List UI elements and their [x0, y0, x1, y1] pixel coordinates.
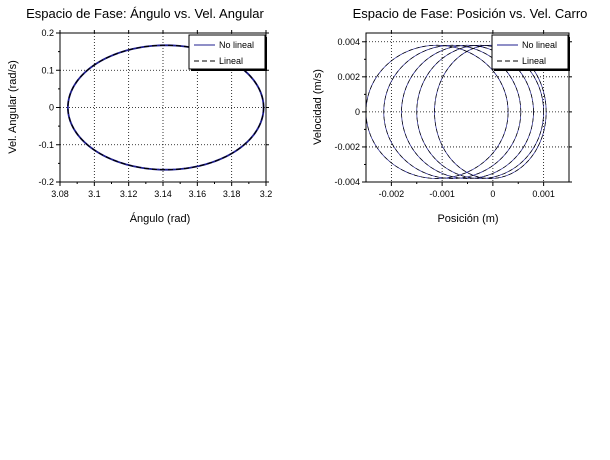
x-tick-label: 3.1	[88, 189, 101, 199]
chart-title: Espacio de Fase: Posición vs. Vel. Carro	[353, 6, 588, 21]
y-axis-label: Vel. Angular (rad/s)	[7, 60, 19, 154]
y-axis-label: Velocidad (m/s)	[312, 69, 324, 145]
y-tick-label: 0.1	[41, 65, 54, 75]
x-tick-label: 0.001	[532, 189, 555, 199]
chart-title: Espacio de Fase: Ángulo vs. Vel. Angular	[26, 6, 264, 21]
x-tick-label: -0.001	[429, 189, 455, 199]
chart-angle-vs-angular-velocity: Espacio de Fase: Ángulo vs. Vel. Angular…	[7, 6, 272, 225]
x-tick-label: 3.14	[154, 189, 172, 199]
y-tick-label: -0.1	[38, 140, 54, 150]
y-tick-label: 0.2	[41, 28, 54, 38]
legend-label: Lineal	[219, 56, 243, 66]
x-axis-label: Posición (m)	[437, 213, 498, 225]
y-tick-label: -0.002	[334, 142, 360, 152]
series-line-lineal	[366, 44, 547, 179]
x-tick-label: 3.18	[223, 189, 241, 199]
y-tick-label: 0.002	[337, 72, 360, 82]
x-tick-label: 3.16	[189, 189, 207, 199]
legend-label: Lineal	[522, 56, 546, 66]
y-tick-label: 0.004	[337, 37, 360, 47]
x-tick-label: 3.08	[51, 189, 69, 199]
plot-frame	[365, 32, 570, 183]
plot-curves	[366, 44, 547, 179]
x-tick-label: 3.12	[120, 189, 138, 199]
x-tick-label: -0.002	[379, 189, 405, 199]
y-tick-label: 0	[49, 103, 54, 113]
plot-frame	[59, 32, 267, 183]
legend-box	[491, 34, 569, 70]
y-tick-label: 0	[355, 107, 360, 117]
x-axis-label: Ángulo (rad)	[130, 212, 191, 225]
y-tick-label: -0.004	[334, 177, 360, 187]
chart-position-vs-cart-velocity: Espacio de Fase: Posición vs. Vel. Carro…	[312, 6, 587, 225]
legend-box	[188, 34, 266, 70]
y-tick-label: -0.2	[38, 177, 54, 187]
x-tick-label: 3.2	[260, 189, 273, 199]
x-tick-label: 0	[490, 189, 495, 199]
legend-label: No lineal	[522, 40, 557, 50]
legend-label: No lineal	[219, 40, 254, 50]
